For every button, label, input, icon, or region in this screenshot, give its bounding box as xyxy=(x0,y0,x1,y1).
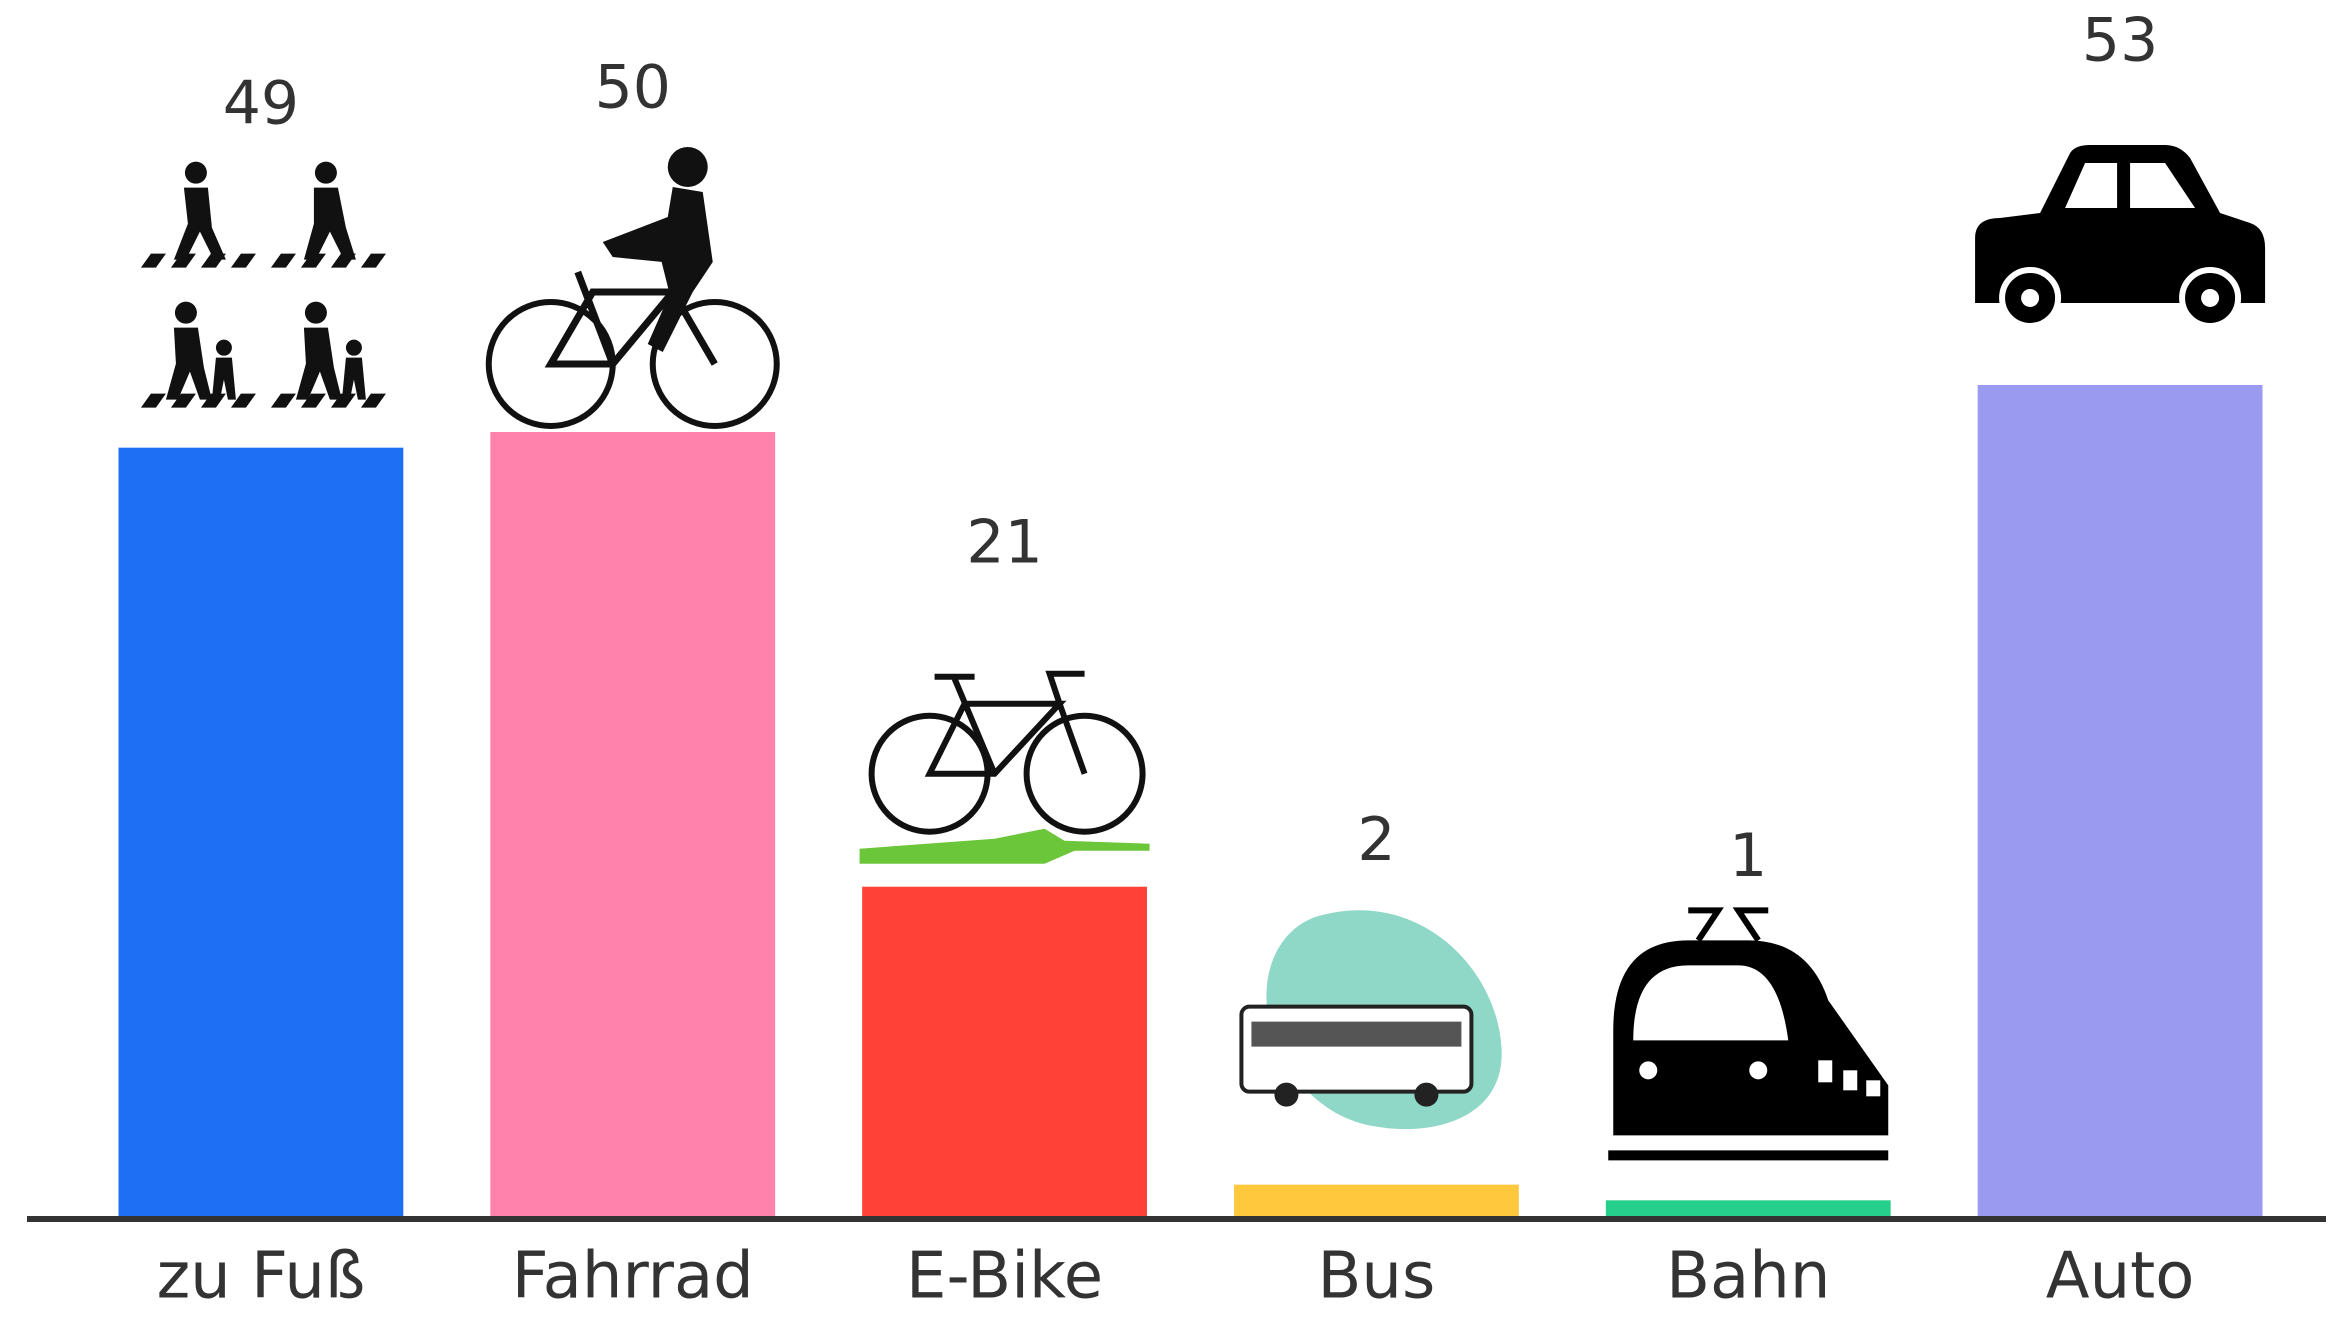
car-icon xyxy=(1975,144,2266,329)
bar xyxy=(1605,1200,1891,1216)
value-label: 49 xyxy=(223,68,299,138)
value-label: 53 xyxy=(2082,6,2158,76)
bar xyxy=(862,886,1147,1216)
x-tick-label: Fahrrad xyxy=(512,1240,754,1314)
value-label: 1 xyxy=(1729,821,1767,891)
value-label: 21 xyxy=(966,507,1042,577)
train-icon xyxy=(1608,907,1889,1161)
cyclist-icon xyxy=(485,147,780,429)
x-tick-label: zu Fuß xyxy=(157,1240,366,1314)
x-tick-label: Auto xyxy=(2046,1240,2195,1314)
icons xyxy=(140,144,2266,1161)
bar xyxy=(490,432,776,1216)
value-label: 50 xyxy=(595,53,671,123)
bar xyxy=(1234,1184,1519,1216)
x-tick-label: E-Bike xyxy=(906,1240,1103,1314)
bar xyxy=(118,447,404,1216)
pedestrian-icon xyxy=(140,161,386,408)
x-tick-label: Bus xyxy=(1318,1240,1436,1314)
x-tick-label: Bahn xyxy=(1666,1240,1830,1314)
bus-icon xyxy=(1239,910,1502,1130)
bar xyxy=(1977,384,2263,1217)
value-label: 2 xyxy=(1357,805,1395,875)
e-bike-icon xyxy=(859,670,1150,864)
